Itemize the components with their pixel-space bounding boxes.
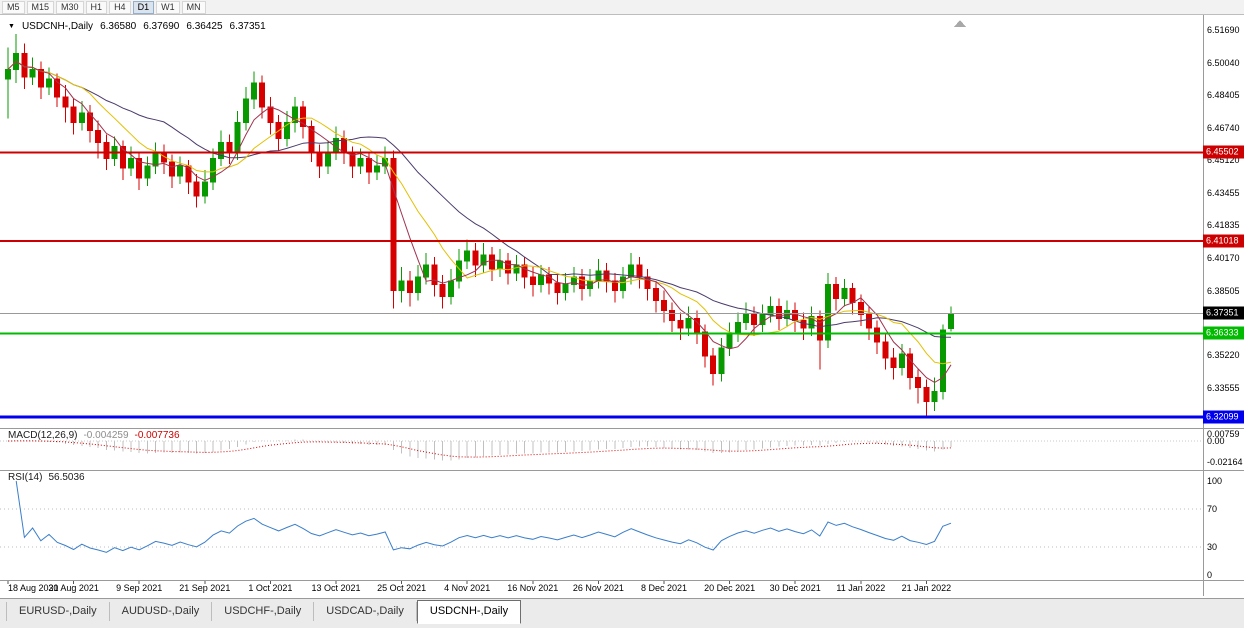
chart-tab-usdchf-daily[interactable]: USDCHF-,Daily <box>212 602 315 621</box>
chart-tab-eurusd-daily[interactable]: EURUSD-,Daily <box>6 602 110 621</box>
symbol-title: USDCNH-,Daily <box>21 21 94 32</box>
timeframe-button-m5[interactable]: M5 <box>2 0 25 14</box>
ohlc-high: 6.37690 <box>143 21 180 32</box>
collapse-chart-icon[interactable]: ▼ <box>8 23 15 30</box>
chart-shift-marker <box>954 20 966 27</box>
timeframe-button-h4[interactable]: H4 <box>109 0 131 14</box>
timeframe-button-w1[interactable]: W1 <box>156 0 180 14</box>
rsi-name: RSI(14) <box>8 472 43 483</box>
macd-main-value: -0.004259 <box>83 430 129 441</box>
chart-tabs-bar: EURUSD-,Daily AUDUSD-,Daily USDCHF-,Daily U… <box>0 598 1244 628</box>
macd-name: MACD(12,26,9) <box>8 430 78 441</box>
rsi-indicator-label: RSI(14) 56.5036 <box>8 472 85 483</box>
ohlc-open: 6.36580 <box>100 21 137 32</box>
chart-tab-audusd-daily[interactable]: AUDUSD-,Daily <box>110 602 213 621</box>
ohlc-close: 6.37351 <box>229 21 266 32</box>
ohlc-low: 6.36425 <box>186 21 223 32</box>
timeframe-button-h1[interactable]: H1 <box>85 0 108 14</box>
chart-tab-usdcnh-daily[interactable]: USDCNH-,Daily <box>416 600 522 624</box>
rsi-value: 56.5036 <box>48 472 85 483</box>
timeframe-button-m30[interactable]: M30 <box>56 0 84 14</box>
chart-tab-usdcad-daily[interactable]: USDCAD-,Daily <box>314 602 417 621</box>
timeframe-toolbar: M5 M15 M30 H1 H4 D1 W1 MN <box>0 0 1244 15</box>
timeframe-button-m15[interactable]: M15 <box>26 0 55 14</box>
macd-signal-value: -0.007736 <box>134 430 180 441</box>
timeframe-button-mn[interactable]: MN <box>181 0 206 14</box>
macd-indicator-label: MACD(12,26,9) -0.004259 -0.007736 <box>8 430 180 441</box>
timeframe-button-d1[interactable]: D1 <box>132 0 155 14</box>
symbol-info: ▼ USDCNH-,Daily 6.36580 6.37690 6.36425 … <box>8 21 266 32</box>
